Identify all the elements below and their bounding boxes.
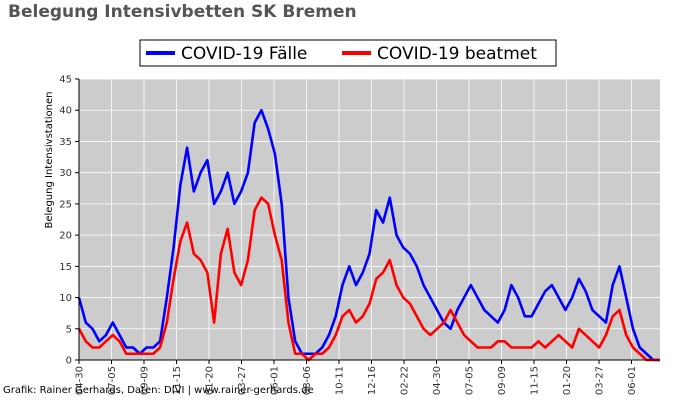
x-tick-label: 07-05 — [465, 366, 476, 395]
y-tick-label: 20 — [59, 231, 72, 242]
x-axis-ticks: 04-30 07-05 09-09 11-15 01-20 03-27 06-01 08-06… — [75, 360, 638, 395]
x-tick-label: 01-20 — [205, 366, 216, 395]
x-tick-label: 08-06 — [302, 366, 313, 395]
x-tick-label: 04-30 — [75, 366, 86, 395]
x-tick-label: 10-11 — [335, 366, 346, 395]
y-tick-label: 25 — [59, 199, 72, 210]
legend-label-beatmet: COVID-19 beatmet — [377, 44, 537, 64]
x-tick-label: 04-30 — [432, 366, 443, 395]
series-line-faelle — [77, 108, 660, 362]
x-tick-label: 12-16 — [367, 366, 378, 395]
x-tick-label: 03-27 — [595, 366, 606, 395]
y-tick-label: 10 — [59, 293, 72, 304]
x-tick-label: 11-15 — [172, 366, 183, 395]
x-tick-label: 09-09 — [140, 366, 151, 395]
y-tick-label: 30 — [59, 168, 72, 179]
x-tick-label: 03-27 — [237, 366, 248, 395]
y-axis-ticks: 0 5 10 15 20 25 30 35 40 45 — [59, 75, 79, 367]
x-tick-label: 09-09 — [497, 366, 508, 395]
y-tick-label: 0 — [66, 356, 72, 367]
y-tick-label: 5 — [66, 324, 72, 335]
chart-title: Belegung Intensivbetten SK Bremen — [8, 2, 357, 22]
plot-area — [79, 79, 660, 360]
y-tick-label: 40 — [59, 106, 72, 117]
x-tick-label: 07-05 — [107, 366, 118, 395]
x-tick-label: 02-22 — [400, 366, 411, 395]
y-tick-label: 45 — [59, 75, 72, 86]
x-tick-label: 01-20 — [562, 366, 573, 395]
legend: COVID-19 Fälle COVID-19 beatmet — [139, 39, 557, 67]
series-line-beatmet — [77, 196, 660, 362]
legend-label-faelle: COVID-19 Fälle — [181, 44, 307, 64]
x-tick-label: 06-01 — [627, 366, 638, 395]
y-tick-label: 35 — [59, 137, 72, 148]
credit-text: Grafik: Rainer Gerhards, Daten: DIVI | w… — [3, 385, 314, 396]
x-tick-label: 11-15 — [530, 366, 541, 395]
series-layer — [77, 108, 660, 362]
x-tick-label: 06-01 — [270, 366, 281, 395]
y-tick-label: 15 — [59, 262, 72, 273]
y-axis-title: Belegung Intensivstationen — [44, 91, 55, 228]
